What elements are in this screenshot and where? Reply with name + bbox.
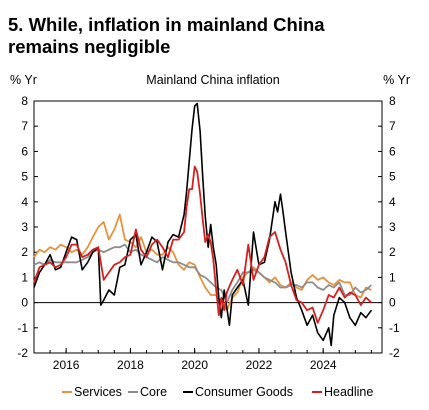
x-tick-label: 2016 bbox=[53, 358, 80, 372]
y-tick-label-left: 0 bbox=[21, 296, 28, 310]
series-lines bbox=[33, 102, 373, 347]
figure-title: 5. While, inflation in mainland China re… bbox=[8, 14, 420, 58]
y-tick-label-left: 3 bbox=[21, 220, 28, 234]
x-tick-label: 2024 bbox=[310, 358, 337, 372]
chart-title: Mainland China inflation bbox=[146, 73, 279, 87]
y-tick-label-right: 6 bbox=[389, 144, 396, 158]
y-tick-label-right: -2 bbox=[389, 346, 400, 360]
legend-label: Services bbox=[74, 385, 122, 399]
y-tick-label-right: 8 bbox=[389, 94, 396, 108]
y-tick-label-right: 2 bbox=[389, 245, 396, 259]
y-tick-label-right: 3 bbox=[389, 220, 396, 234]
series-line-consumer-goods bbox=[33, 102, 373, 347]
figure-title-line2: remains negligible bbox=[8, 36, 171, 57]
series-line-services bbox=[33, 213, 372, 312]
y-tick-label-left: -1 bbox=[17, 321, 28, 335]
x-tick-label: 2020 bbox=[181, 358, 208, 372]
y-tick-label-right: -1 bbox=[389, 321, 400, 335]
plot-frame bbox=[33, 100, 383, 354]
x-tick-label: 2018 bbox=[117, 358, 144, 372]
y-tick-label-left: 5 bbox=[21, 170, 28, 184]
axes: 8 8 7 7 6 6 5 5 4 4 3 3 2 2 1 1 0 0 -1 -1 -2 -2 2016 2018 2020 20… bbox=[17, 94, 400, 372]
y-tick-label-right: 1 bbox=[389, 270, 396, 284]
y-tick-label-left: 6 bbox=[21, 144, 28, 158]
y-tick-label-right: 7 bbox=[389, 119, 396, 133]
x-tick-label: 2022 bbox=[246, 358, 273, 372]
legend-label: Consumer Goods bbox=[195, 385, 293, 399]
figure-title-line1: 5. While, inflation in mainland China bbox=[8, 14, 325, 35]
y-tick-label-left: 8 bbox=[21, 94, 28, 108]
y-tick-label-left: 4 bbox=[21, 195, 28, 209]
y-tick-label-left: -2 bbox=[17, 346, 28, 360]
legend-label: Core bbox=[140, 385, 167, 399]
y-tick-label-left: 1 bbox=[21, 270, 28, 284]
y-tick-label-left: 7 bbox=[21, 119, 28, 133]
legend-label: Headline bbox=[324, 385, 373, 399]
y-axis-label-left: % Yr bbox=[10, 73, 37, 87]
y-axis-label-right: % Yr bbox=[383, 73, 410, 87]
y-tick-label-right: 5 bbox=[389, 170, 396, 184]
legend: Services Core Consumer Goods Headline bbox=[62, 385, 373, 399]
y-tick-label-right: 4 bbox=[389, 195, 396, 209]
y-tick-label-left: 2 bbox=[21, 245, 28, 259]
y-tick-label-right: 0 bbox=[389, 296, 396, 310]
series-line-core bbox=[33, 243, 373, 304]
series-line-headline bbox=[33, 165, 373, 324]
